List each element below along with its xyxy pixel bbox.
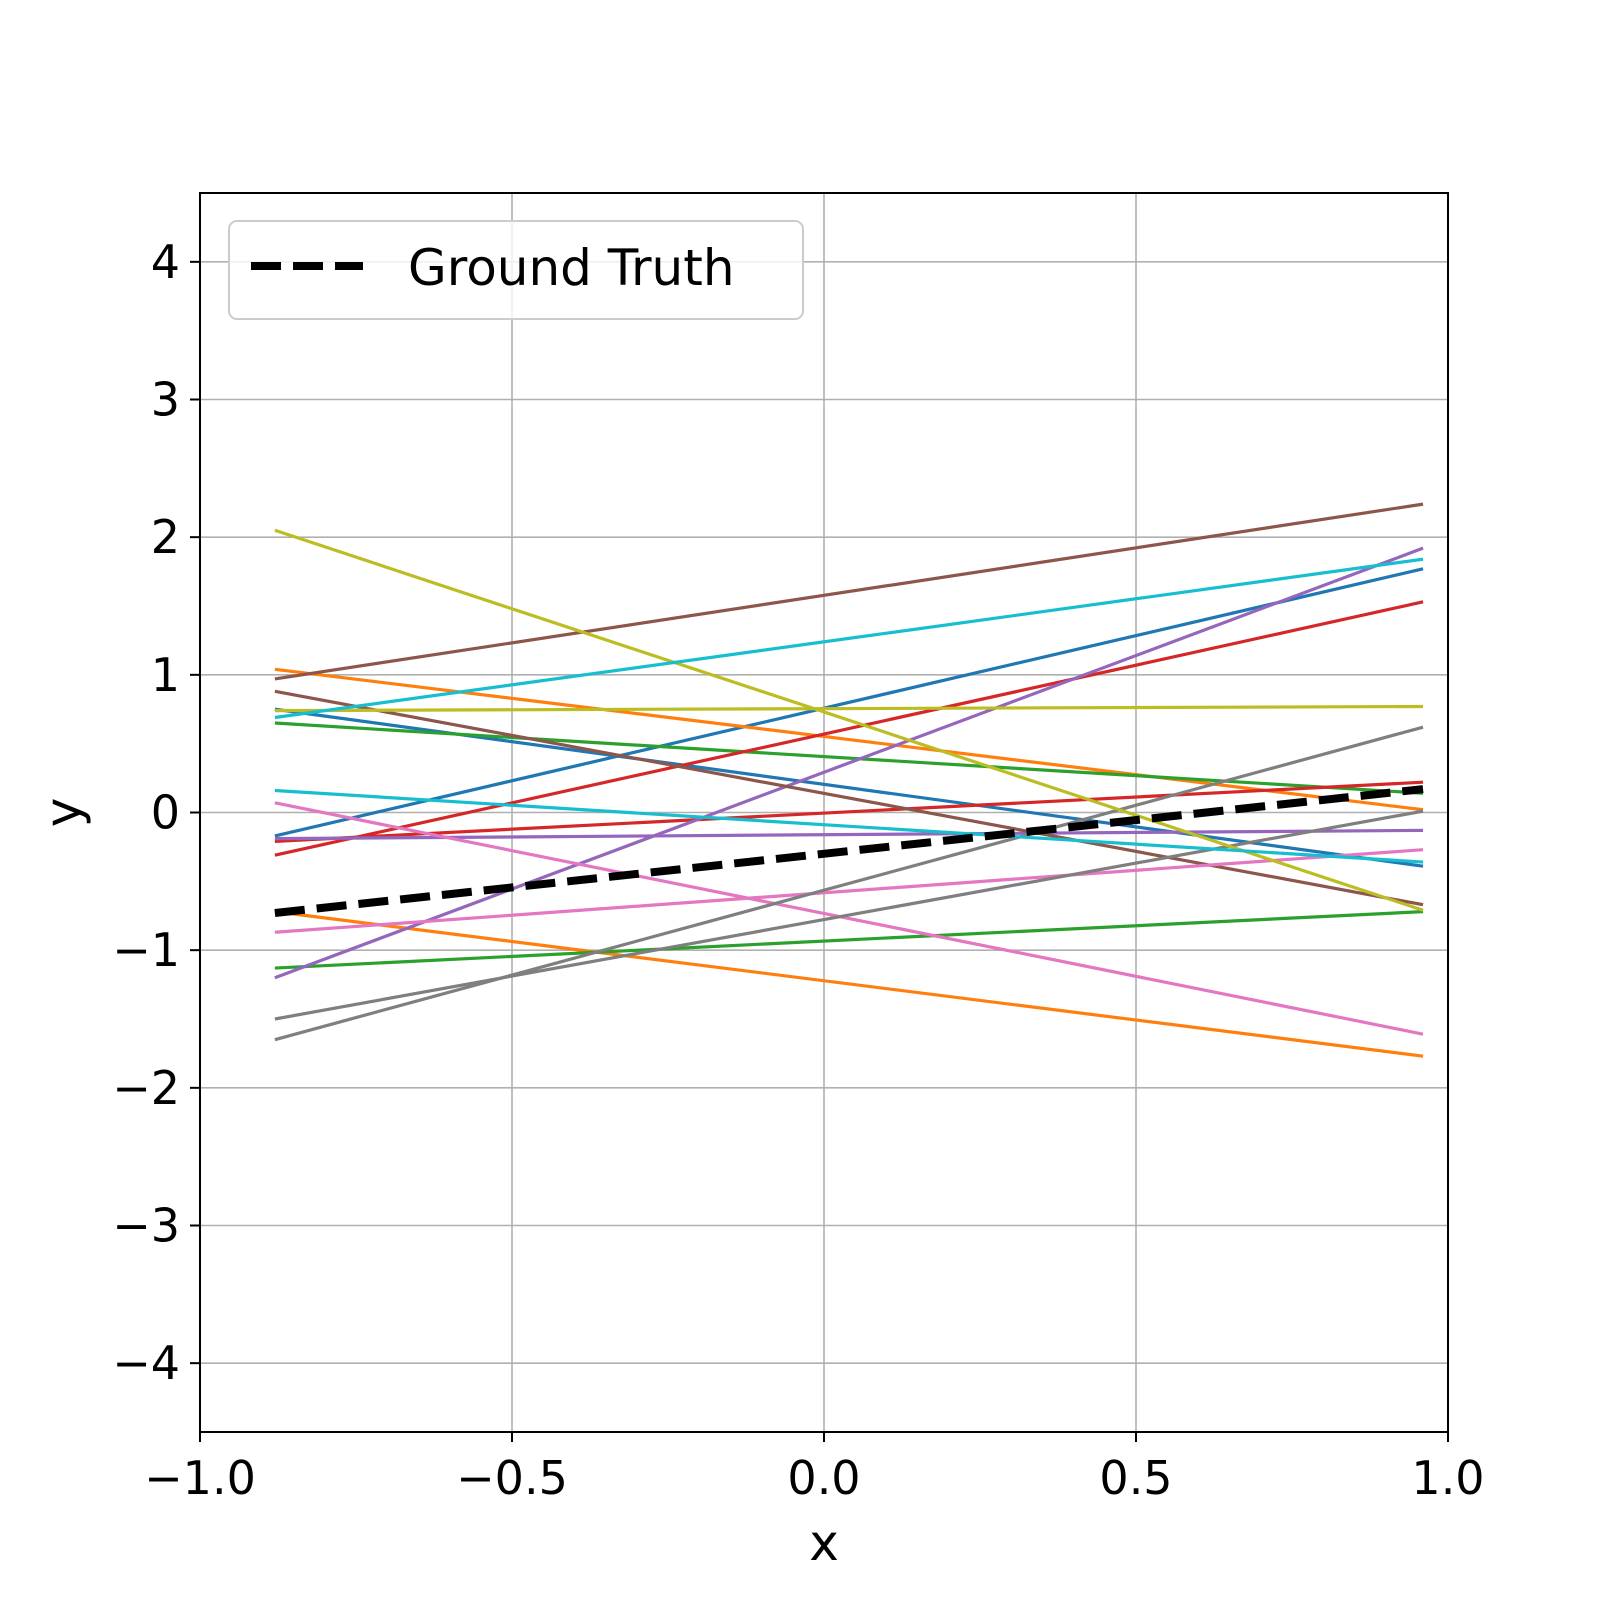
x-axis-label: x (809, 1514, 839, 1572)
series-line-18 (274, 704, 1424, 713)
legend-box (228, 220, 804, 320)
axis-ticks: −1.0 −0.5 0.0 0.5 1.0 −4 −3 −2 −1 0 1 2 3 4 (112, 235, 1484, 1505)
x-tick-label: −1.0 (144, 1451, 256, 1505)
y-tick-label: 4 (151, 235, 180, 289)
x-tick-label: 1.0 (1411, 1451, 1484, 1505)
series-line-16 (274, 809, 1424, 1021)
y-tick-label: 3 (151, 373, 180, 427)
series-line-20 (274, 788, 1424, 864)
series-line-10 (274, 828, 1424, 841)
series-line-14 (274, 848, 1424, 934)
y-tick-label: −2 (112, 1061, 180, 1115)
series-line-1 (274, 567, 1424, 838)
series-line-15 (274, 725, 1424, 1042)
y-axis-label: y (34, 798, 92, 828)
y-tick-label: −4 (112, 1336, 180, 1390)
series-line-ground-truth (274, 785, 1424, 917)
y-tick-label: −1 (112, 923, 180, 977)
x-tick-label: −0.5 (456, 1451, 568, 1505)
series-line-7 (274, 600, 1424, 857)
y-tick-label: 0 (151, 786, 180, 840)
series-line-11 (274, 502, 1424, 681)
series-line-19 (274, 557, 1424, 720)
x-tick-label: 0.0 (787, 1451, 860, 1505)
series-line-4 (274, 910, 1424, 1058)
y-tick-label: 2 (151, 510, 180, 564)
x-tick-label: 0.5 (1099, 1451, 1172, 1505)
series-line-5 (274, 721, 1424, 795)
series-line-6 (274, 910, 1424, 970)
y-tick-label: 1 (151, 648, 180, 702)
series-line-13 (274, 801, 1424, 1036)
y-tick-label: −3 (112, 1199, 180, 1253)
series-lines (274, 502, 1424, 1058)
series-line-8 (274, 780, 1424, 844)
series-line-12 (274, 689, 1424, 907)
series-line-17 (274, 528, 1424, 912)
legend: Ground Truth (228, 220, 804, 320)
series-line-9 (274, 546, 1424, 980)
legend-label-ground-truth: Ground Truth (408, 239, 735, 297)
